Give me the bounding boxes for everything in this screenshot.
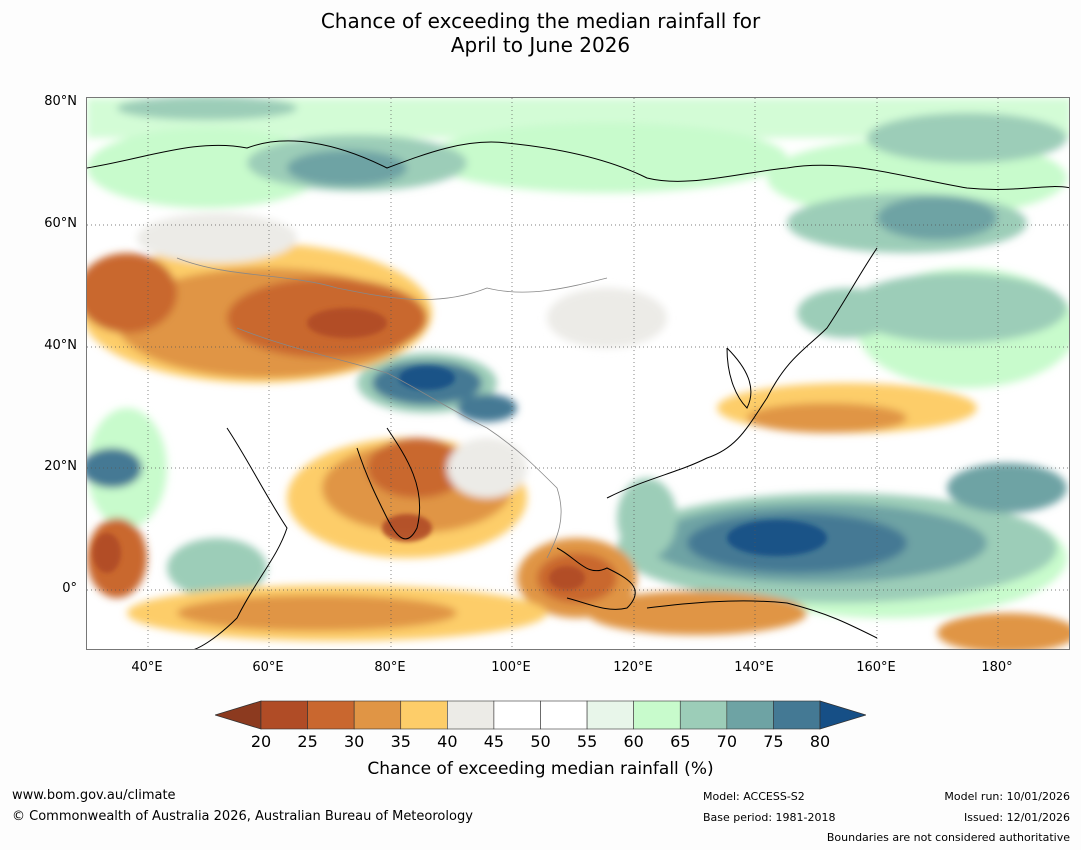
probability-field (87, 98, 1069, 649)
lon-label-140e: 140°E (734, 660, 774, 675)
colorbar-cell (307, 700, 355, 730)
colorbar-tick-label: 30 (343, 732, 365, 751)
colorbar-under-arrow (215, 700, 262, 730)
lon-label-160e: 160°E (856, 660, 896, 675)
title-line-1: Chance of exceeding the median rainfall … (320, 9, 761, 33)
colorbar-tick-label: 35 (390, 732, 411, 751)
lat-label-40n: 40°N (44, 338, 77, 353)
colorbar (215, 700, 866, 730)
colorbar-cell (400, 700, 448, 730)
colorbar-tick-label: 50 (530, 732, 551, 751)
colorbar-cell (679, 700, 728, 730)
country-borders (176, 257, 608, 559)
colorbar-label: Chance of exceeding median rainfall (%) (367, 759, 714, 779)
colorbar-cell (260, 700, 308, 730)
issued-date: Issued: 12/01/2026 (963, 811, 1070, 824)
lon-label-100e: 100°E (491, 660, 531, 675)
lat-label-80n: 80°N (44, 94, 77, 109)
lat-label-60n: 60°N (44, 216, 77, 231)
boundary-disclaimer: Boundaries are not considered authoritat… (826, 831, 1070, 844)
lon-label-120e: 120°E (613, 660, 653, 675)
lon-label-60e: 60°E (252, 660, 284, 675)
colorbar-tick-label: 60 (623, 732, 644, 751)
colorbar-tick-label: 20 (250, 732, 272, 751)
lon-label-80e: 80°E (374, 660, 406, 675)
colorbar-tick-label: 45 (483, 732, 505, 751)
colorbar-cell (773, 700, 821, 730)
lon-label-180: 180° (981, 660, 1013, 675)
website-link[interactable]: www.bom.gov.au/climate (12, 788, 176, 803)
colorbar-cell (726, 700, 774, 730)
colorbar-cell (540, 700, 588, 730)
model-name: Model: ACCESS-S2 (703, 790, 805, 803)
base-period: Base period: 1981-2018 (703, 811, 836, 824)
colorbar-tick-label: 55 (576, 732, 598, 751)
colorbar-over-arrow (819, 700, 866, 730)
rainfall-outlook-map (86, 97, 1070, 650)
graticule (87, 98, 1069, 649)
lon-label-40e: 40°E (131, 660, 163, 675)
coastlines (87, 140, 1069, 649)
copyright-text: © Commonwealth of Australia 2026, Austra… (12, 809, 473, 824)
colorbar-cells (260, 700, 821, 730)
colorbar-cell (447, 700, 495, 730)
colorbar-tick-label: 25 (297, 732, 318, 751)
map-title: Chance of exceeding the median rainfall … (0, 9, 1081, 57)
colorbar-tick-label: 65 (670, 732, 691, 751)
map-canvas (87, 98, 1069, 649)
colorbar-cell (493, 700, 541, 730)
colorbar-cell (633, 700, 681, 730)
title-line-2: April to June 2026 (450, 33, 631, 57)
colorbar-cell (353, 700, 402, 730)
model-run-date: Model run: 10/01/2026 (944, 790, 1070, 803)
colorbar-tick-label: 75 (763, 732, 784, 751)
colorbar-tick-label: 80 (809, 732, 831, 751)
colorbar-tick-label: 40 (437, 732, 458, 751)
lat-label-0: 0° (62, 581, 77, 596)
colorbar-tick-label: 70 (716, 732, 737, 751)
lat-label-20n: 20°N (44, 459, 77, 474)
colorbar-cell (586, 700, 634, 730)
